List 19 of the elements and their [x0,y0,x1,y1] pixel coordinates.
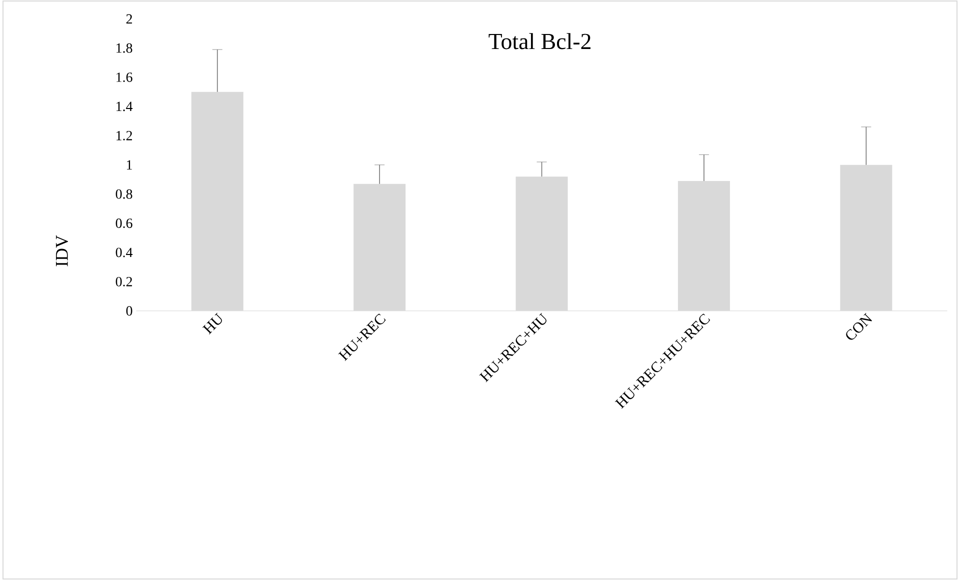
y-tick-label: 1.2 [116,130,132,140]
chart-title: Total Bcl-2 [488,33,590,50]
y-tick-label: 1.6 [116,72,132,82]
y-tick-label: 0.8 [116,189,132,199]
y-tick-label: 1.8 [116,43,132,53]
bar [191,92,244,311]
y-axis-title: IDV [56,235,68,266]
bar [516,176,568,311]
y-tick-label: 2 [126,14,132,24]
y-tick-label: 1 [126,160,132,170]
bar [678,180,730,311]
x-tick-label: HU [202,312,222,334]
bar [840,164,892,311]
y-tick-label: 0.4 [116,248,133,258]
y-tick-label: 0.2 [116,276,132,286]
y-tick-label: 0.6 [116,218,132,228]
y-tick-label: 0 [126,306,132,316]
bar [354,184,406,311]
y-tick-label: 1.4 [116,102,133,112]
